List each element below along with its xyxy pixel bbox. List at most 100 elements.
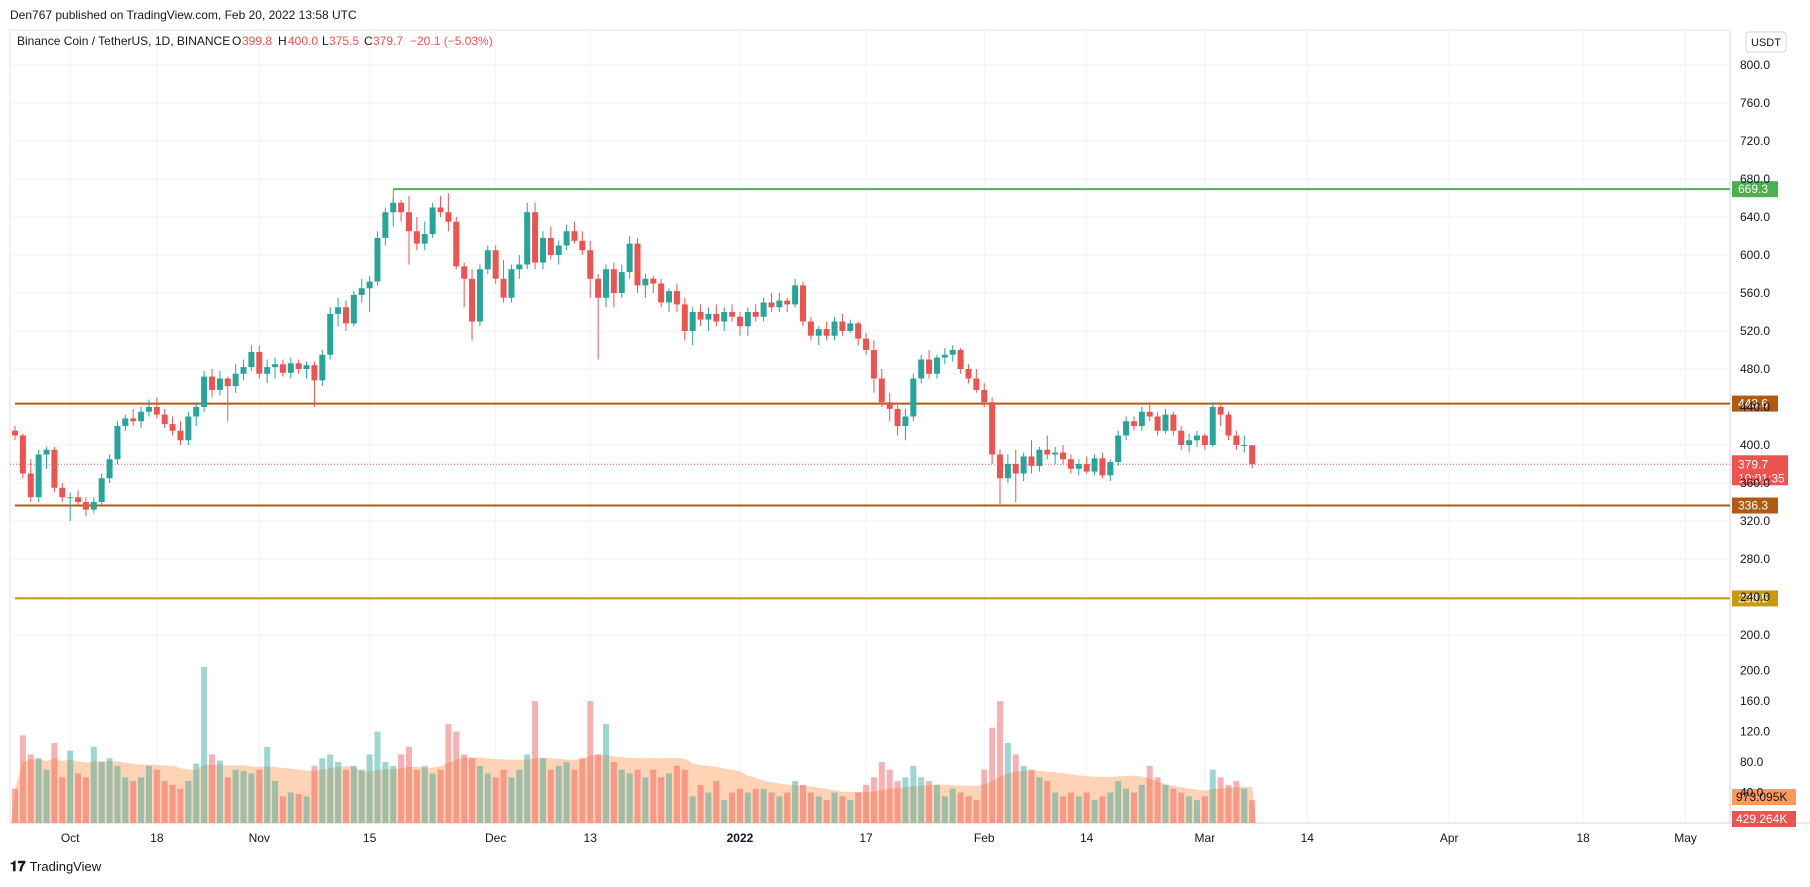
candle-body (697, 312, 704, 320)
candle-body (1201, 435, 1208, 445)
volume-tick-label: 40.0 (1740, 786, 1764, 800)
volume-bar (705, 792, 712, 823)
volume-bar (1028, 769, 1035, 823)
volume-bar (1123, 788, 1130, 823)
currency-button[interactable]: USDT (1745, 31, 1787, 53)
candle (98, 473, 105, 507)
candle-body (642, 278, 649, 286)
x-tick-label: 14 (1301, 831, 1315, 845)
candle (666, 288, 673, 312)
candle (177, 421, 184, 445)
candle-body (1044, 449, 1051, 455)
candle-body (902, 416, 909, 426)
candle-body (413, 231, 420, 244)
level-price-tag (1732, 590, 1778, 607)
candle (279, 359, 286, 377)
candle-body (484, 250, 491, 270)
candle (1099, 452, 1106, 479)
candle-body (1154, 416, 1161, 431)
candle-body (792, 285, 799, 305)
volume-bar (1225, 784, 1232, 823)
volume-bar (51, 743, 58, 823)
candle-body (1241, 445, 1248, 446)
candle-body (595, 278, 602, 298)
candle (122, 414, 129, 431)
candle (303, 361, 310, 379)
candle-body (839, 321, 846, 331)
candle-body (303, 365, 310, 369)
candle (918, 354, 925, 384)
plot-frame (9, 29, 1731, 824)
volume-bar (776, 796, 783, 823)
candle-body (516, 264, 523, 270)
volume-ma-label: 973.095K (1736, 790, 1787, 804)
candle-body (918, 359, 925, 379)
volume-bar (902, 777, 909, 823)
candle-body (626, 243, 633, 273)
candle-body (831, 321, 838, 336)
volume-bar (839, 796, 846, 823)
candle (792, 278, 799, 308)
candle-body (1067, 459, 1074, 469)
candle-body (469, 278, 476, 322)
publish-bar: Den767 published on TradingView.com, Feb… (0, 0, 1810, 28)
candle (603, 264, 609, 308)
volume-bar (926, 781, 933, 823)
candle-body (209, 376, 215, 390)
volume-bar (130, 781, 137, 823)
volume-bar (43, 769, 50, 823)
footer-brand: 𝟏𝟕 TradingView (10, 858, 101, 875)
y-tick-label: 560.0 (1740, 286, 1770, 300)
volume-bar (106, 758, 113, 823)
candle (1154, 411, 1161, 436)
candle (965, 364, 972, 384)
candle-body (579, 240, 586, 251)
volume-bar (949, 788, 956, 823)
candle (508, 264, 515, 303)
candle-body (75, 497, 82, 502)
candle (689, 307, 696, 346)
candle (784, 297, 791, 312)
volume-bar (1036, 777, 1043, 823)
candle-body (705, 313, 712, 320)
level-price-label: 336.3 (1738, 499, 1768, 513)
volume-bar (634, 769, 641, 823)
volume-bar (358, 769, 365, 823)
volume-bar (90, 746, 97, 823)
y-tick-label: 320.0 (1740, 514, 1770, 528)
candle-body (981, 389, 988, 403)
y-tick-label: 480.0 (1740, 362, 1770, 376)
volume-bar (965, 796, 972, 823)
legend-h-label: H (278, 34, 287, 48)
volume-bar (453, 731, 460, 823)
candle-body (398, 202, 405, 213)
volume-bar (792, 781, 799, 823)
candle-body (1170, 414, 1177, 431)
volume-bar (1083, 792, 1090, 823)
candle-body (729, 312, 736, 317)
volume-bar (437, 769, 444, 823)
volume-bar (335, 762, 342, 823)
candle (413, 217, 420, 251)
candle (894, 405, 901, 436)
legend-symbol: Binance Coin / TetherUS, 1D, BINANCE (17, 34, 230, 48)
x-tick-label: 15 (363, 831, 377, 845)
candle (27, 459, 34, 502)
candle (1146, 402, 1153, 422)
volume-bar (1194, 800, 1200, 823)
candle (1052, 446, 1059, 464)
candle-body (98, 478, 105, 502)
candle-body (1194, 435, 1200, 441)
candle-body (941, 354, 948, 358)
candle (445, 193, 452, 232)
x-tick-label: May (1674, 831, 1697, 845)
candle-body (382, 212, 389, 238)
candle-body (106, 459, 113, 479)
candle-body (1107, 462, 1114, 476)
volume-bar (681, 769, 688, 823)
candle-body (658, 283, 665, 303)
published-by-text: Den767 published on TradingView.com, Feb… (10, 8, 357, 22)
volume-bar (1241, 788, 1248, 823)
candle-body (1115, 435, 1122, 463)
